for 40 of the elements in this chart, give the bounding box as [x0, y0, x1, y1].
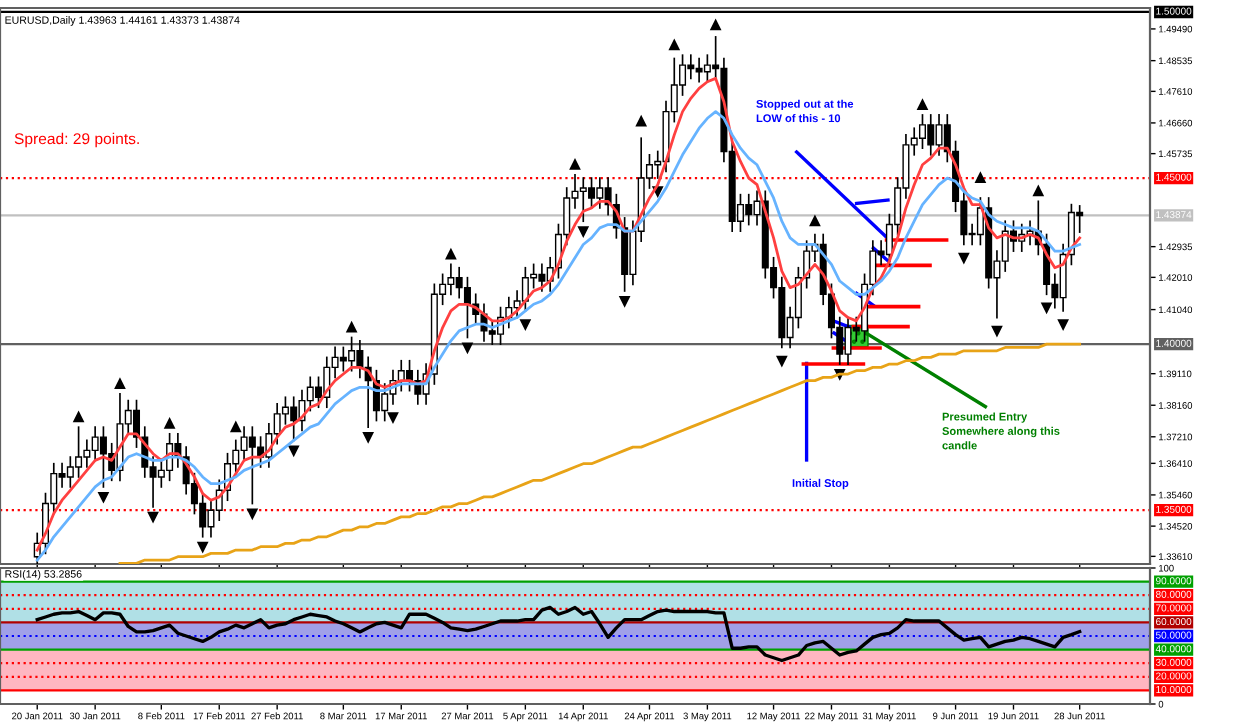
candlestick [447, 263, 455, 296]
candlestick [348, 336, 356, 372]
candlestick [248, 426, 256, 505]
point [578, 226, 589, 237]
candlestick [703, 54, 711, 83]
candlestick [596, 177, 604, 209]
candlestick [455, 266, 463, 299]
point [114, 378, 125, 389]
candlestick [66, 456, 74, 488]
point [570, 159, 580, 170]
line-series [118, 342, 1082, 564]
point [387, 412, 398, 423]
candlestick [91, 426, 99, 462]
point [1058, 319, 1069, 330]
candlestick [918, 114, 926, 149]
candlestick [588, 177, 596, 209]
line-series [35, 605, 1082, 663]
candlestick [935, 114, 943, 156]
candlestick [75, 426, 83, 478]
point [164, 418, 175, 429]
candlestick [621, 217, 629, 292]
candlestick [1001, 220, 1009, 272]
candlestick [579, 177, 587, 223]
candlestick [927, 114, 935, 156]
candlestick [488, 320, 496, 345]
candlestick [538, 263, 546, 292]
candlestick [290, 396, 298, 442]
candlestick [339, 346, 347, 372]
point [917, 99, 928, 110]
candlestick [356, 339, 364, 379]
candlestick [99, 426, 107, 488]
point [363, 432, 374, 443]
candlestick [83, 439, 91, 468]
candlestick [695, 57, 703, 83]
point [520, 319, 531, 330]
candlestick [521, 266, 529, 312]
candlestick [844, 316, 852, 365]
candlestick [687, 54, 695, 80]
candlestick [745, 193, 753, 226]
candlestick [463, 276, 471, 339]
